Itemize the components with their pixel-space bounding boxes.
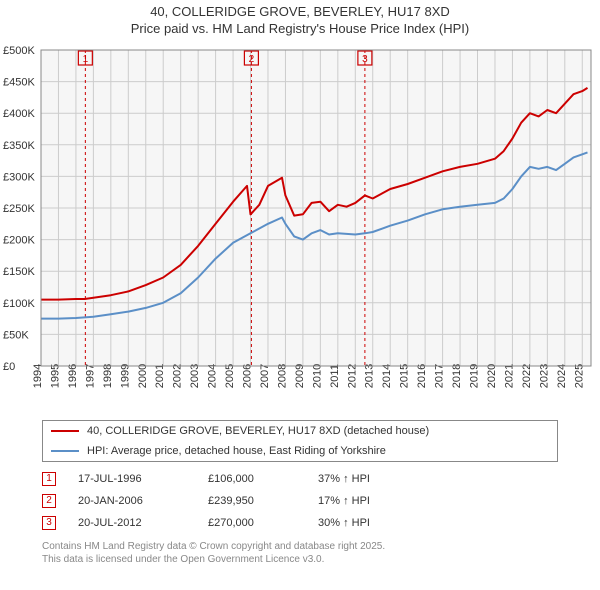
transaction-row: 2 20-JAN-2006£239,95017% ↑ HPI xyxy=(42,490,558,512)
svg-text:2005: 2005 xyxy=(224,364,236,388)
transaction-marker: 3 xyxy=(42,516,56,530)
svg-text:2013: 2013 xyxy=(364,364,376,388)
svg-text:£450K: £450K xyxy=(3,76,35,88)
legend-label: 40, COLLERIDGE GROVE, BEVERLEY, HU17 8XD… xyxy=(87,425,429,437)
svg-text:2008: 2008 xyxy=(276,364,288,388)
svg-text:2017: 2017 xyxy=(434,364,446,388)
svg-text:2004: 2004 xyxy=(207,364,219,388)
svg-text:1995: 1995 xyxy=(49,364,61,388)
svg-text:£150K: £150K xyxy=(3,266,35,278)
svg-text:2011: 2011 xyxy=(329,364,341,388)
svg-text:2012: 2012 xyxy=(346,364,358,388)
legend-swatch xyxy=(51,430,79,432)
transaction-price: £270,000 xyxy=(208,517,318,529)
legend-item: HPI: Average price, detached house, East… xyxy=(43,441,557,461)
svg-text:1996: 1996 xyxy=(67,364,79,388)
svg-text:1998: 1998 xyxy=(102,364,114,388)
svg-text:2003: 2003 xyxy=(189,364,201,388)
chart-area: £0 £50K £100K £150K £200K £250K £300K £350K £400… xyxy=(3,42,597,412)
svg-text:2002: 2002 xyxy=(172,364,184,388)
transaction-price: £239,950 xyxy=(208,495,318,507)
legend-swatch xyxy=(51,450,79,452)
svg-text:1997: 1997 xyxy=(84,364,96,388)
transaction-row: 3 20-JUL-2012£270,00030% ↑ HPI xyxy=(42,512,558,534)
svg-text:£500K: £500K xyxy=(3,45,35,57)
svg-text:£200K: £200K xyxy=(3,234,35,246)
transaction-date: 20-JUL-2012 xyxy=(78,517,208,529)
svg-text:2007: 2007 xyxy=(259,364,271,388)
transaction-date: 20-JAN-2006 xyxy=(78,495,208,507)
transaction-pct: 37% ↑ HPI xyxy=(318,473,438,485)
transaction-row: 1 17-JUL-1996£106,00037% ↑ HPI xyxy=(42,468,558,490)
svg-text:2001: 2001 xyxy=(154,364,166,388)
chart-title: 40, COLLERIDGE GROVE, BEVERLEY, HU17 8XD… xyxy=(0,0,600,38)
transaction-marker: 1 xyxy=(42,472,56,486)
svg-text:2010: 2010 xyxy=(311,364,323,388)
svg-text:£300K: £300K xyxy=(3,171,35,183)
svg-text:1: 1 xyxy=(83,54,89,65)
svg-text:2021: 2021 xyxy=(503,364,515,388)
svg-text:£250K: £250K xyxy=(3,203,35,215)
svg-text:£350K: £350K xyxy=(3,140,35,152)
transaction-pct: 17% ↑ HPI xyxy=(318,495,438,507)
transaction-marker: 2 xyxy=(42,494,56,508)
svg-text:2014: 2014 xyxy=(381,364,393,388)
svg-text:£100K: £100K xyxy=(3,298,35,310)
svg-text:2025: 2025 xyxy=(573,364,585,388)
legend-label: HPI: Average price, detached house, East… xyxy=(87,445,386,457)
line-chart-svg: £0 £50K £100K £150K £200K £250K £300K £350K £400… xyxy=(3,42,597,412)
svg-text:2006: 2006 xyxy=(242,364,254,388)
svg-text:3: 3 xyxy=(362,54,368,65)
svg-text:2000: 2000 xyxy=(137,364,149,388)
title-line2: Price paid vs. HM Land Registry's House … xyxy=(0,21,600,38)
svg-text:2018: 2018 xyxy=(451,364,463,388)
svg-text:2015: 2015 xyxy=(399,364,411,388)
svg-text:2023: 2023 xyxy=(538,364,550,388)
svg-text:2020: 2020 xyxy=(486,364,498,388)
transaction-pct: 30% ↑ HPI xyxy=(318,517,438,529)
svg-text:£50K: £50K xyxy=(3,329,29,341)
svg-text:2024: 2024 xyxy=(556,364,568,388)
title-line1: 40, COLLERIDGE GROVE, BEVERLEY, HU17 8XD xyxy=(0,4,600,21)
svg-text:£0: £0 xyxy=(3,361,15,373)
svg-text:2019: 2019 xyxy=(469,364,481,388)
legend: 40, COLLERIDGE GROVE, BEVERLEY, HU17 8XD… xyxy=(42,420,558,462)
footer-line2: This data is licensed under the Open Gov… xyxy=(42,553,558,566)
transaction-date: 17-JUL-1996 xyxy=(78,473,208,485)
svg-text:2016: 2016 xyxy=(416,364,428,388)
legend-item: 40, COLLERIDGE GROVE, BEVERLEY, HU17 8XD… xyxy=(43,421,557,441)
transaction-table: 1 17-JUL-1996£106,00037% ↑ HPI 2 20-JAN-200… xyxy=(42,468,558,534)
footer-line1: Contains HM Land Registry data © Crown c… xyxy=(42,540,558,553)
svg-text:2022: 2022 xyxy=(521,364,533,388)
svg-text:2009: 2009 xyxy=(294,364,306,388)
svg-text:1994: 1994 xyxy=(32,364,44,388)
svg-text:2: 2 xyxy=(249,54,255,65)
svg-text:1999: 1999 xyxy=(119,364,131,388)
footer-attribution: Contains HM Land Registry data © Crown c… xyxy=(42,540,558,566)
svg-text:£400K: £400K xyxy=(3,108,35,120)
transaction-price: £106,000 xyxy=(208,473,318,485)
